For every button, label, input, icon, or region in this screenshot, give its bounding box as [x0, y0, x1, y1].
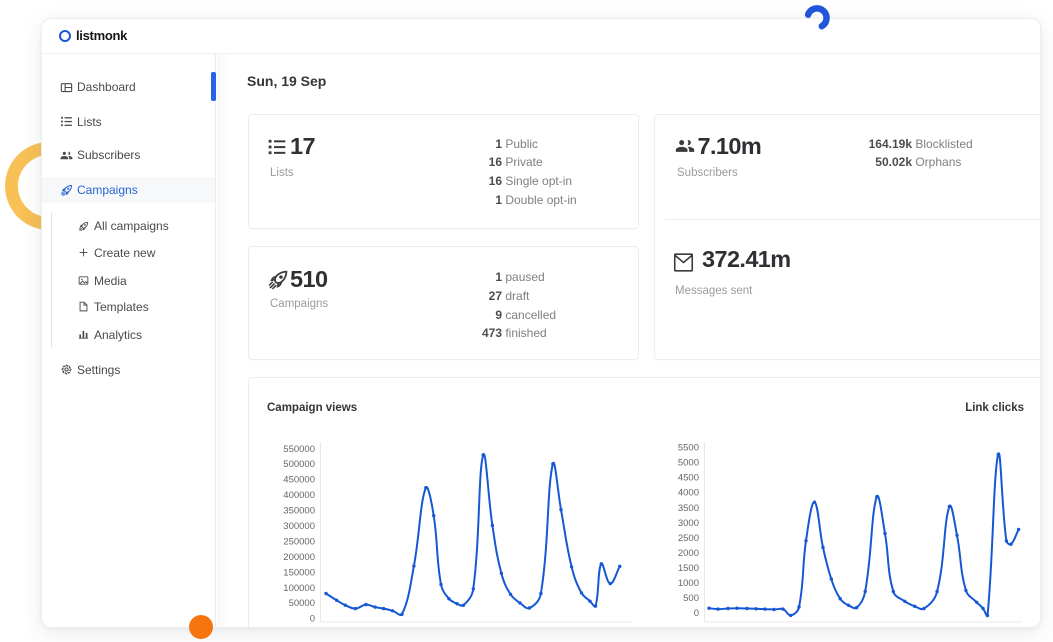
svg-text:400000: 400000 — [283, 490, 315, 501]
svg-text:4500: 4500 — [678, 473, 699, 484]
svg-text:3000: 3000 — [678, 518, 699, 529]
svg-text:2500: 2500 — [678, 533, 699, 544]
svg-text:550000: 550000 — [283, 444, 315, 455]
svg-text:100000: 100000 — [283, 583, 315, 594]
svg-text:300000: 300000 — [283, 521, 315, 532]
svg-text:350000: 350000 — [283, 506, 315, 517]
svg-text:50000: 50000 — [289, 598, 315, 609]
svg-text:500000: 500000 — [283, 459, 315, 470]
svg-text:2000: 2000 — [678, 548, 699, 559]
svg-text:500: 500 — [683, 593, 699, 604]
svg-text:5500: 5500 — [678, 443, 699, 454]
svg-text:150000: 150000 — [283, 567, 315, 578]
svg-text:5000: 5000 — [678, 458, 699, 469]
svg-text:450000: 450000 — [283, 475, 315, 486]
svg-text:4000: 4000 — [678, 488, 699, 499]
svg-text:0: 0 — [310, 614, 315, 625]
svg-text:0: 0 — [694, 608, 699, 619]
svg-text:3500: 3500 — [678, 503, 699, 514]
svg-text:1000: 1000 — [678, 578, 699, 589]
svg-text:1500: 1500 — [678, 563, 699, 574]
svg-text:200000: 200000 — [283, 552, 315, 563]
svg-text:250000: 250000 — [283, 537, 315, 548]
